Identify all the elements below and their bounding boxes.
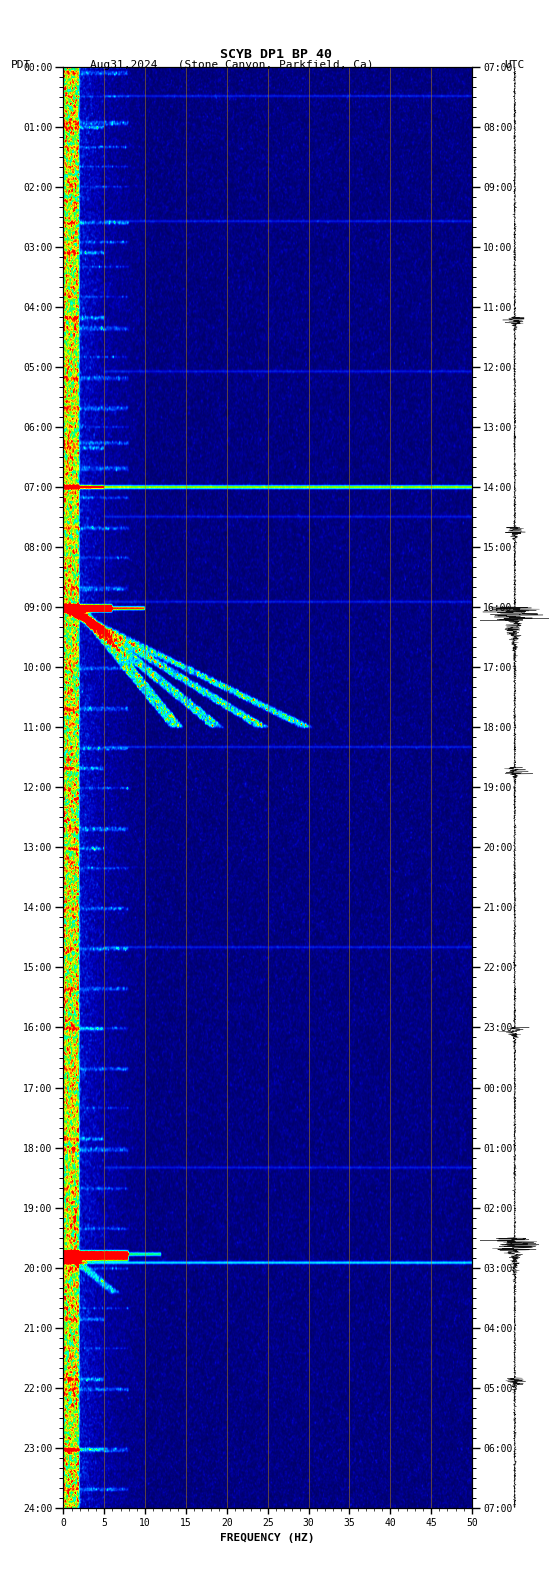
- Text: PDT: PDT: [11, 60, 31, 70]
- Text: UTC: UTC: [504, 60, 524, 70]
- X-axis label: FREQUENCY (HZ): FREQUENCY (HZ): [220, 1533, 315, 1543]
- Text: Aug31,2024   (Stone Canyon, Parkfield, Ca): Aug31,2024 (Stone Canyon, Parkfield, Ca): [90, 60, 374, 70]
- Text: SCYB DP1 BP 40: SCYB DP1 BP 40: [220, 48, 332, 60]
